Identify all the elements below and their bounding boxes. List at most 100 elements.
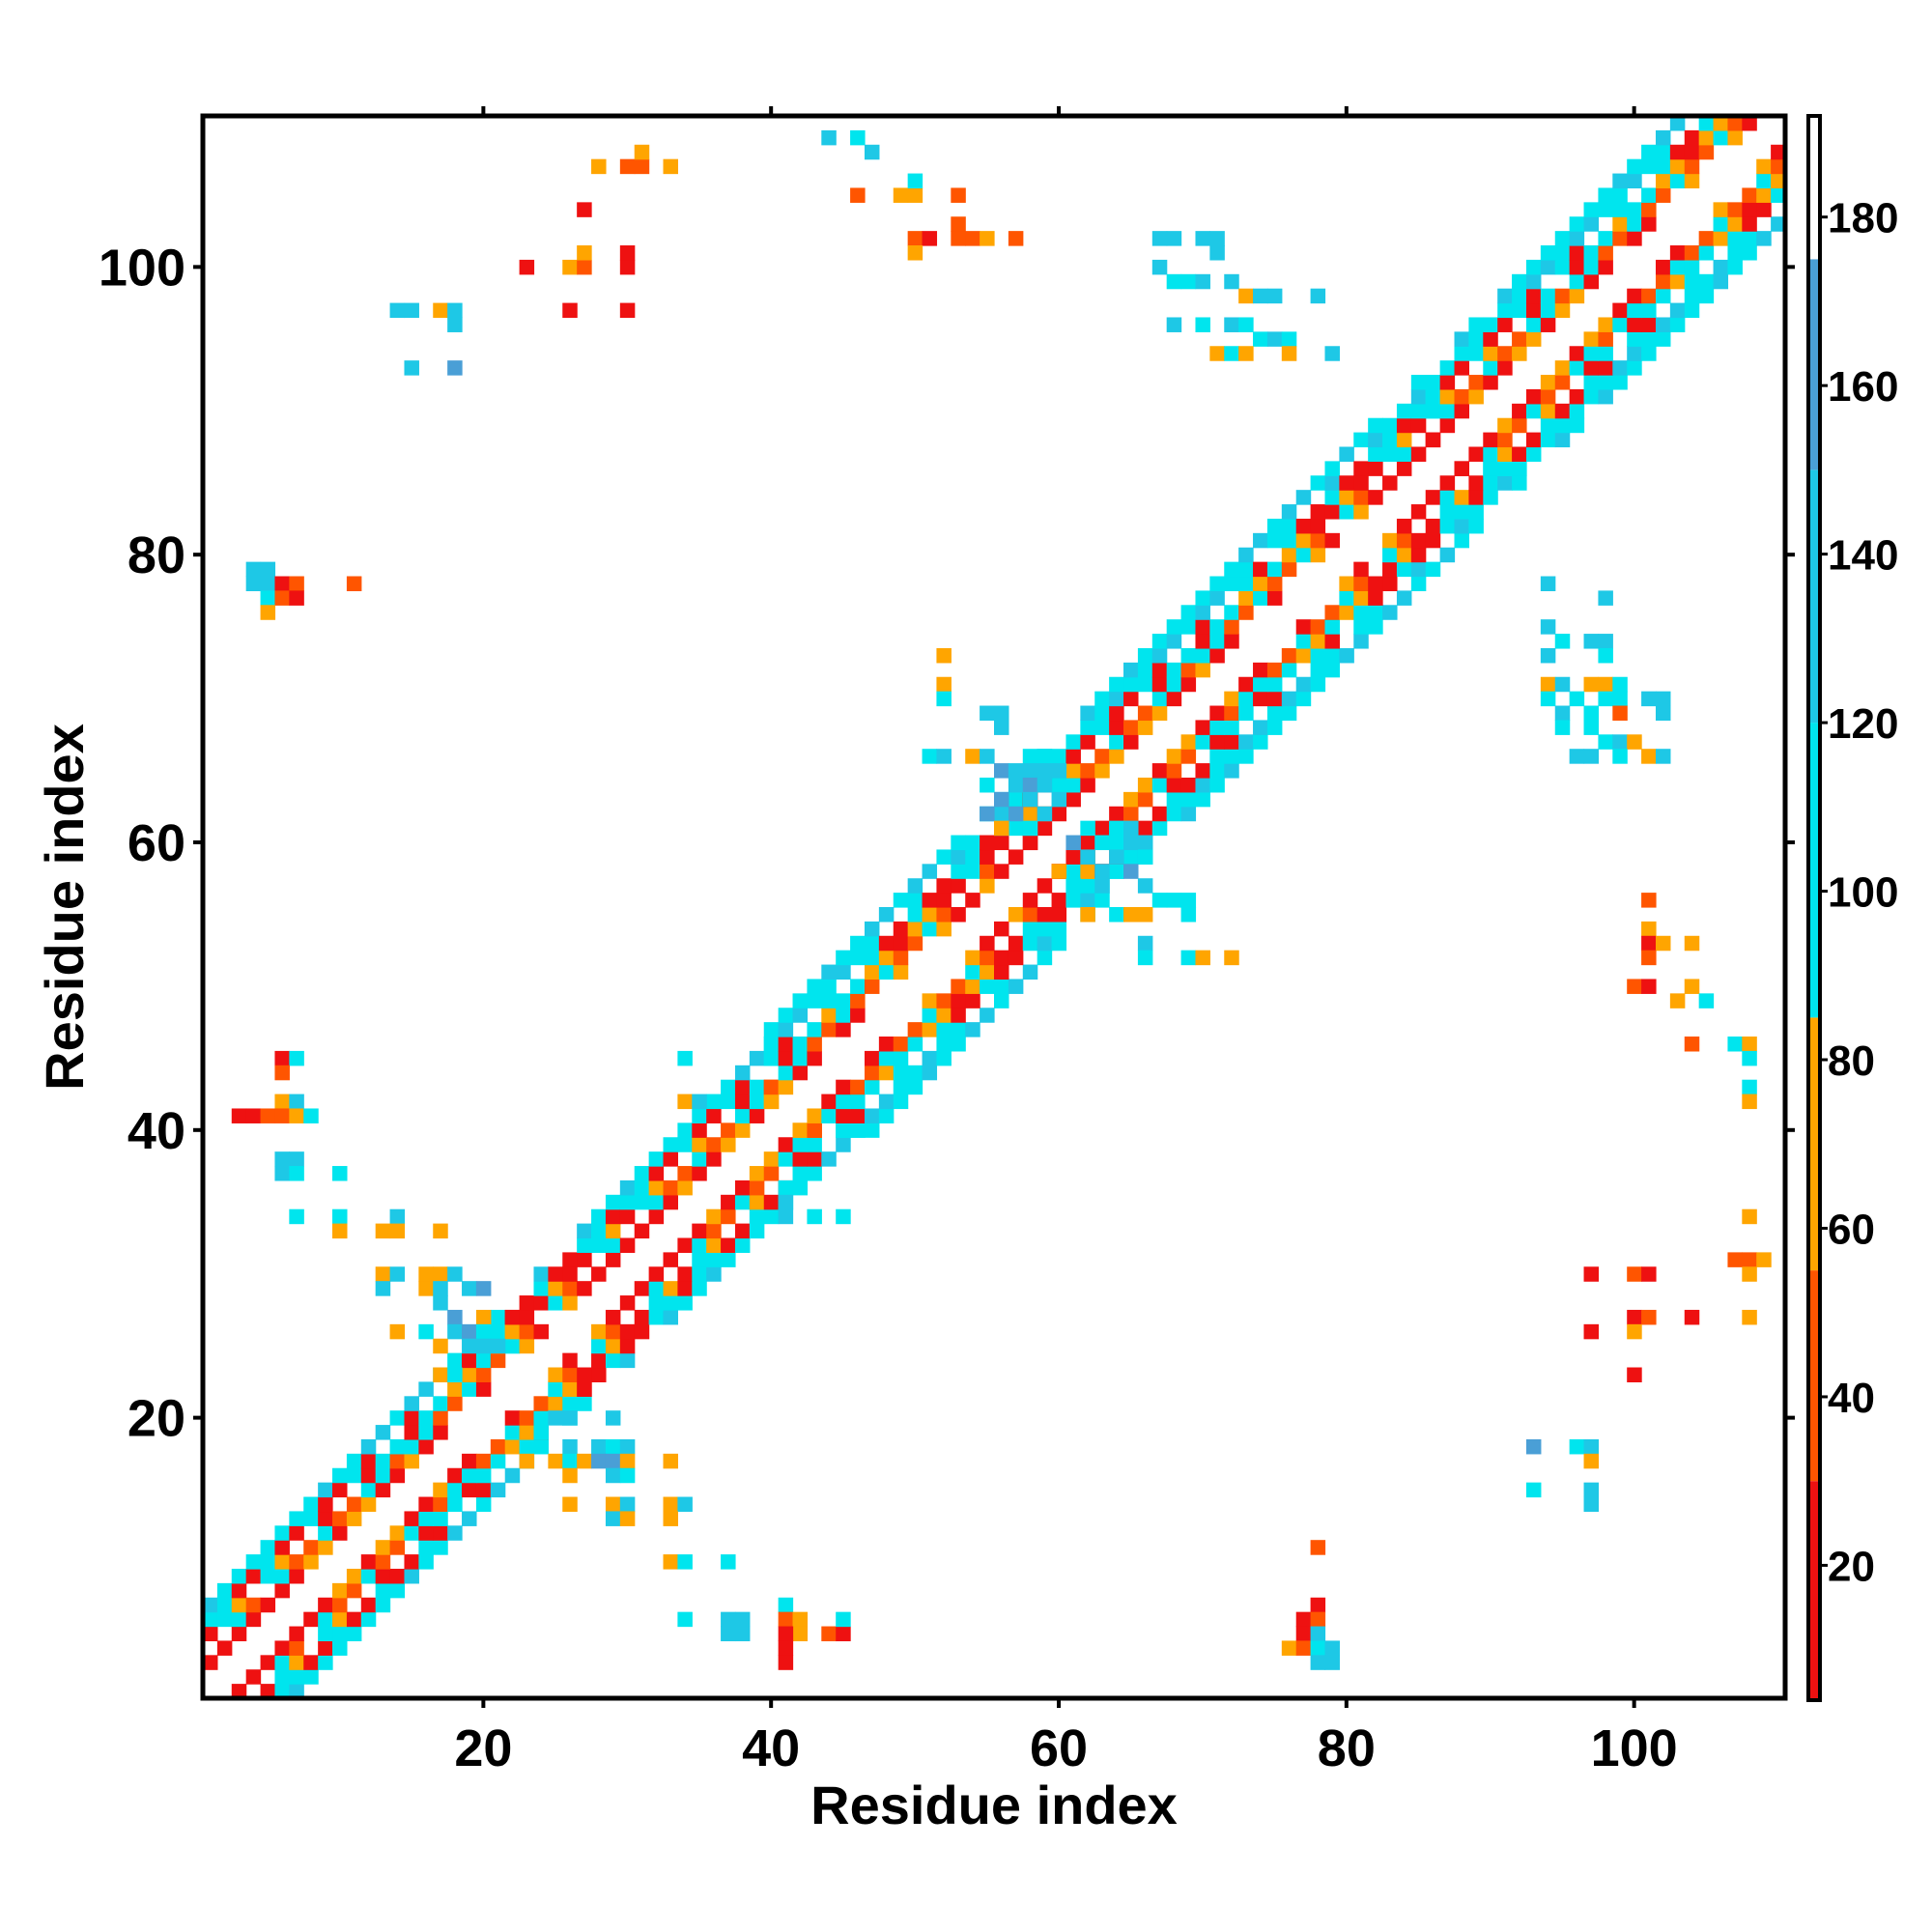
- contact-cell: [1195, 777, 1210, 793]
- contact-cell: [1008, 979, 1024, 994]
- contact-cell: [1627, 1309, 1642, 1325]
- contact-cell: [389, 1208, 406, 1225]
- contact-cell: [260, 1108, 276, 1123]
- contact-cell: [577, 202, 592, 217]
- contact-cell: [734, 1108, 751, 1123]
- contact-cell: [1109, 749, 1124, 764]
- contact-cell: [1425, 375, 1441, 390]
- contact-cell: [1382, 417, 1398, 434]
- contact-cell: [878, 935, 895, 952]
- contact-cell: [303, 1655, 319, 1670]
- contact-cell: [447, 1266, 463, 1282]
- contact-cell: [850, 935, 866, 952]
- contact-cell: [951, 979, 966, 994]
- contact-cell: [1454, 490, 1469, 505]
- x-tick-label: 20: [454, 1719, 512, 1777]
- contact-cell: [778, 1640, 794, 1656]
- contact-cell: [404, 1425, 419, 1440]
- contact-cell: [807, 993, 822, 1009]
- contact-cell: [1253, 331, 1268, 347]
- contact-cell: [1080, 893, 1095, 908]
- contact-cell: [1627, 317, 1642, 332]
- contact-cell: [1396, 518, 1412, 534]
- contact-cell: [792, 1008, 809, 1023]
- contact-cell: [1598, 331, 1613, 347]
- contact-cell: [1310, 662, 1326, 678]
- contact-cell: [605, 1309, 621, 1325]
- contact-cell: [893, 1065, 909, 1081]
- contact-cell: [893, 893, 909, 908]
- contact-cell: [1037, 950, 1053, 966]
- contact-cell: [1669, 116, 1686, 131]
- contact-cell: [1123, 907, 1139, 923]
- contact-cell: [1410, 403, 1427, 419]
- contact-cell: [907, 921, 923, 937]
- contact-cell: [1425, 490, 1441, 505]
- contact-cell: [1180, 734, 1197, 750]
- contact-cell: [850, 979, 866, 994]
- contact-cell: [1295, 676, 1312, 693]
- contact-cell: [1180, 662, 1197, 678]
- contact-cell: [850, 1094, 866, 1110]
- contact-cell: [1583, 1266, 1600, 1282]
- contact-cell: [447, 1381, 463, 1397]
- contact-cell: [951, 835, 966, 851]
- contact-cell: [332, 1511, 348, 1526]
- contact-cell: [1008, 763, 1024, 779]
- contact-cell: [1684, 273, 1700, 290]
- contact-cell: [577, 259, 592, 275]
- contact-cell: [619, 1237, 636, 1253]
- contact-cell: [260, 590, 276, 606]
- contact-cell: [1483, 331, 1498, 347]
- contact-cell: [893, 935, 909, 952]
- contact-cell: [907, 1065, 923, 1081]
- contact-cell: [1123, 835, 1139, 851]
- contact-cell: [1396, 432, 1412, 448]
- contact-cell: [1266, 561, 1283, 578]
- contact-cell: [1368, 417, 1383, 434]
- contact-cell: [836, 1626, 851, 1642]
- contact-cell: [878, 1037, 895, 1052]
- contact-cell: [1468, 475, 1484, 491]
- contact-cell: [1684, 173, 1700, 189]
- contact-cell: [1022, 835, 1038, 851]
- contact-cell: [1554, 403, 1571, 419]
- contact-cell: [663, 1496, 678, 1513]
- contact-cell: [1468, 375, 1484, 390]
- contact-cell: [721, 1122, 736, 1138]
- contact-cell: [1698, 993, 1715, 1009]
- contact-cell: [1281, 705, 1297, 722]
- contact-cell: [1655, 187, 1671, 203]
- contact-cell: [619, 1438, 636, 1455]
- contact-cell: [475, 1367, 492, 1382]
- contact-cell: [994, 993, 1009, 1009]
- contact-cell: [907, 935, 923, 952]
- contact-cell: [562, 302, 578, 319]
- contact-cell: [1109, 864, 1124, 879]
- contact-cell: [864, 935, 880, 952]
- contact-cell: [1238, 749, 1254, 764]
- contact-cell: [864, 1079, 880, 1095]
- contact-cell: [1266, 518, 1283, 534]
- contact-cell: [1540, 317, 1556, 332]
- contact-cell: [519, 1425, 535, 1440]
- contact-cell: [433, 1396, 448, 1411]
- contact-cell: [1439, 490, 1456, 505]
- contact-cell: [1109, 720, 1124, 735]
- contact-cell: [475, 1309, 492, 1325]
- contact-cell: [663, 1137, 678, 1152]
- contact-cell: [1612, 302, 1628, 319]
- contact-cell: [1339, 647, 1354, 664]
- contact-cell: [1583, 216, 1600, 232]
- contact-cell: [1166, 317, 1182, 332]
- contact-cell: [1180, 777, 1197, 793]
- contact-cell: [1094, 705, 1110, 722]
- contact-cell: [1583, 1453, 1600, 1469]
- contact-cell: [734, 1122, 751, 1138]
- contact-cell: [1209, 734, 1225, 750]
- contact-cell: [907, 1037, 923, 1052]
- contact-cell: [1180, 893, 1197, 908]
- contact-cell: [1195, 590, 1210, 606]
- contact-cell: [980, 777, 995, 793]
